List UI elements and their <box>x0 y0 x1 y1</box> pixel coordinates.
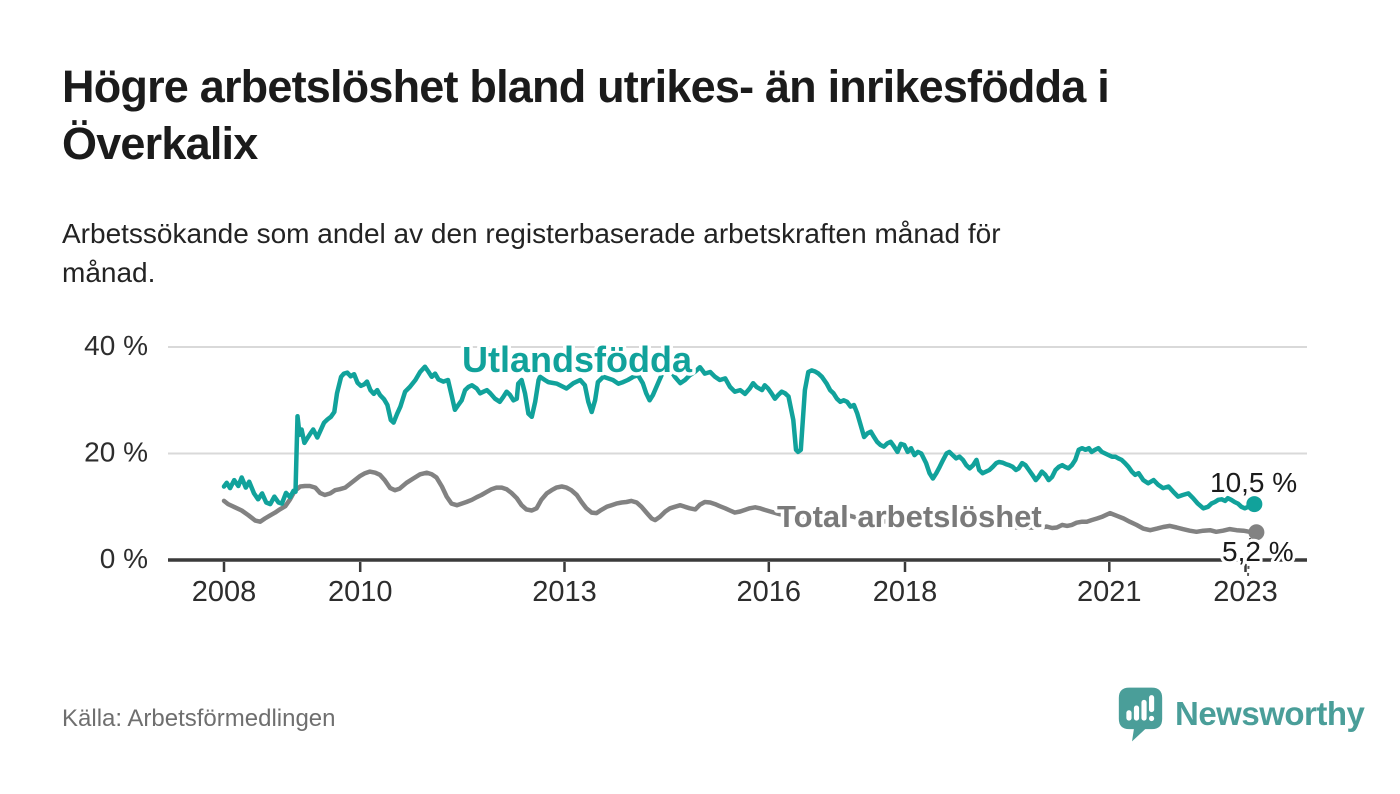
page-title: Högre arbetslöshet bland utrikes- än inr… <box>62 58 1362 172</box>
chart-subtitle: Arbetssökande som andel av den registerb… <box>62 214 1302 292</box>
series-line-total-arbetsloshet <box>221 469 1259 535</box>
logo-bar-large <box>1141 699 1147 721</box>
series-label-utlandsfodda: Utlandsfödda <box>462 339 693 380</box>
logo-bubble-shape <box>1118 687 1163 742</box>
y-axis-label: 40 % <box>84 330 148 361</box>
x-axis-label-2008: 2008 <box>192 576 257 608</box>
x-axis-label-2021: 2021 <box>1077 576 1142 608</box>
logo-exclamation-bar <box>1148 695 1155 713</box>
x-axis-label-2013: 2013 <box>532 576 597 608</box>
source-attribution: Källa: Arbetsförmedlingen <box>62 705 336 732</box>
logo-bar-small <box>1126 710 1132 721</box>
end-value-label-utlandsfodda: 10,5 % <box>1210 467 1297 498</box>
logo-bar-medium <box>1133 705 1140 721</box>
series-line-utlandsfodda <box>221 364 1257 511</box>
logo-exclamation-dot <box>1148 715 1155 722</box>
newsworthy-logo-text: Newsworthy <box>1175 695 1365 732</box>
page-title-line2: Överkalix <box>62 118 258 169</box>
x-axis-label-2010: 2010 <box>328 576 393 608</box>
chart-subtitle-line2: månad. <box>62 257 156 288</box>
newsworthy-logo-icon <box>1118 687 1163 742</box>
x-axis-label-2023: 2023 <box>1213 576 1278 608</box>
end-dot-total-arbetsloshet <box>1248 524 1265 541</box>
page-title-line1: Högre arbetslöshet bland utrikes- än inr… <box>62 61 1110 112</box>
y-axis-label: 0 % <box>100 543 148 574</box>
x-axis-label-2018: 2018 <box>873 576 938 608</box>
series-label-total-arbetsloshet: Total arbetslöshet <box>777 499 1042 534</box>
end-dot-utlandsfodda <box>1246 496 1263 513</box>
end-value-label-total-arbetsloshet: 5,2 % <box>1222 536 1294 567</box>
y-axis-label: 20 % <box>84 437 148 468</box>
newsworthy-logo: Newsworthy <box>1116 684 1365 744</box>
x-axis-label-2016: 2016 <box>737 576 802 608</box>
chart-subtitle-line1: Arbetssökande som andel av den registerb… <box>62 218 1001 249</box>
